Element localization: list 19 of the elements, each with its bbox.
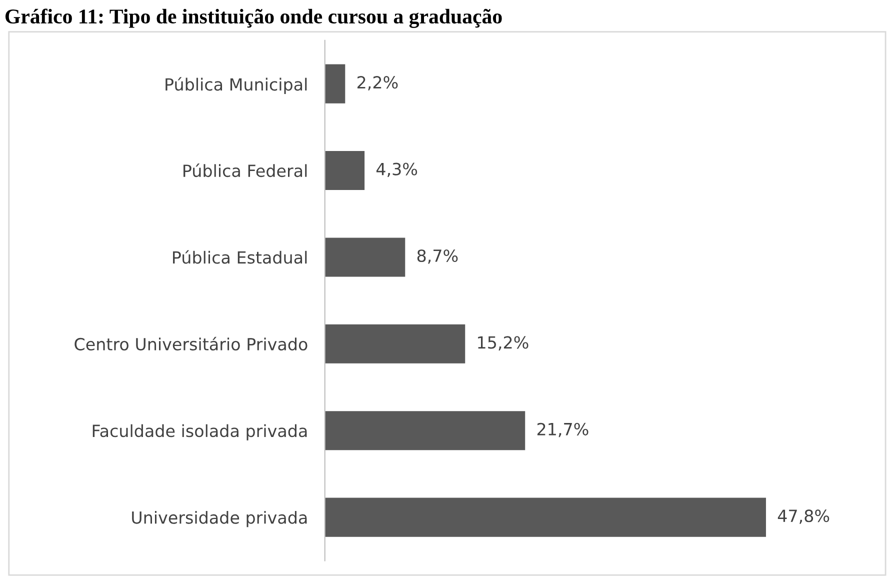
data-label: 47,8%: [778, 510, 830, 524]
data-label: 8,7%: [417, 249, 458, 264]
y-tick-label: Universidade privada: [132, 510, 307, 528]
bar: [324, 64, 346, 104]
bar: [324, 238, 406, 277]
y-tick-label: Pública Estadual: [173, 250, 307, 264]
data-label: 21,7%: [537, 422, 588, 438]
y-tick-label: Pública Federal: [184, 164, 307, 178]
y-tick-label: Pública Municipal: [166, 77, 307, 94]
data-label: 2,2%: [357, 76, 398, 90]
y-tick-label: Centro Universitário Privado: [74, 336, 308, 350]
bar: [324, 411, 526, 450]
chart-title: Gráfico 11: Tipo de instituição onde cursou a graduação: [5, 8, 502, 28]
bar: [324, 498, 766, 537]
bar: [324, 151, 365, 190]
y-tick-label: Faculdade isolada privada: [92, 424, 307, 440]
data-label: 4,3%: [376, 162, 418, 178]
data-label: 15,2%: [478, 336, 528, 350]
bar: [324, 324, 466, 364]
